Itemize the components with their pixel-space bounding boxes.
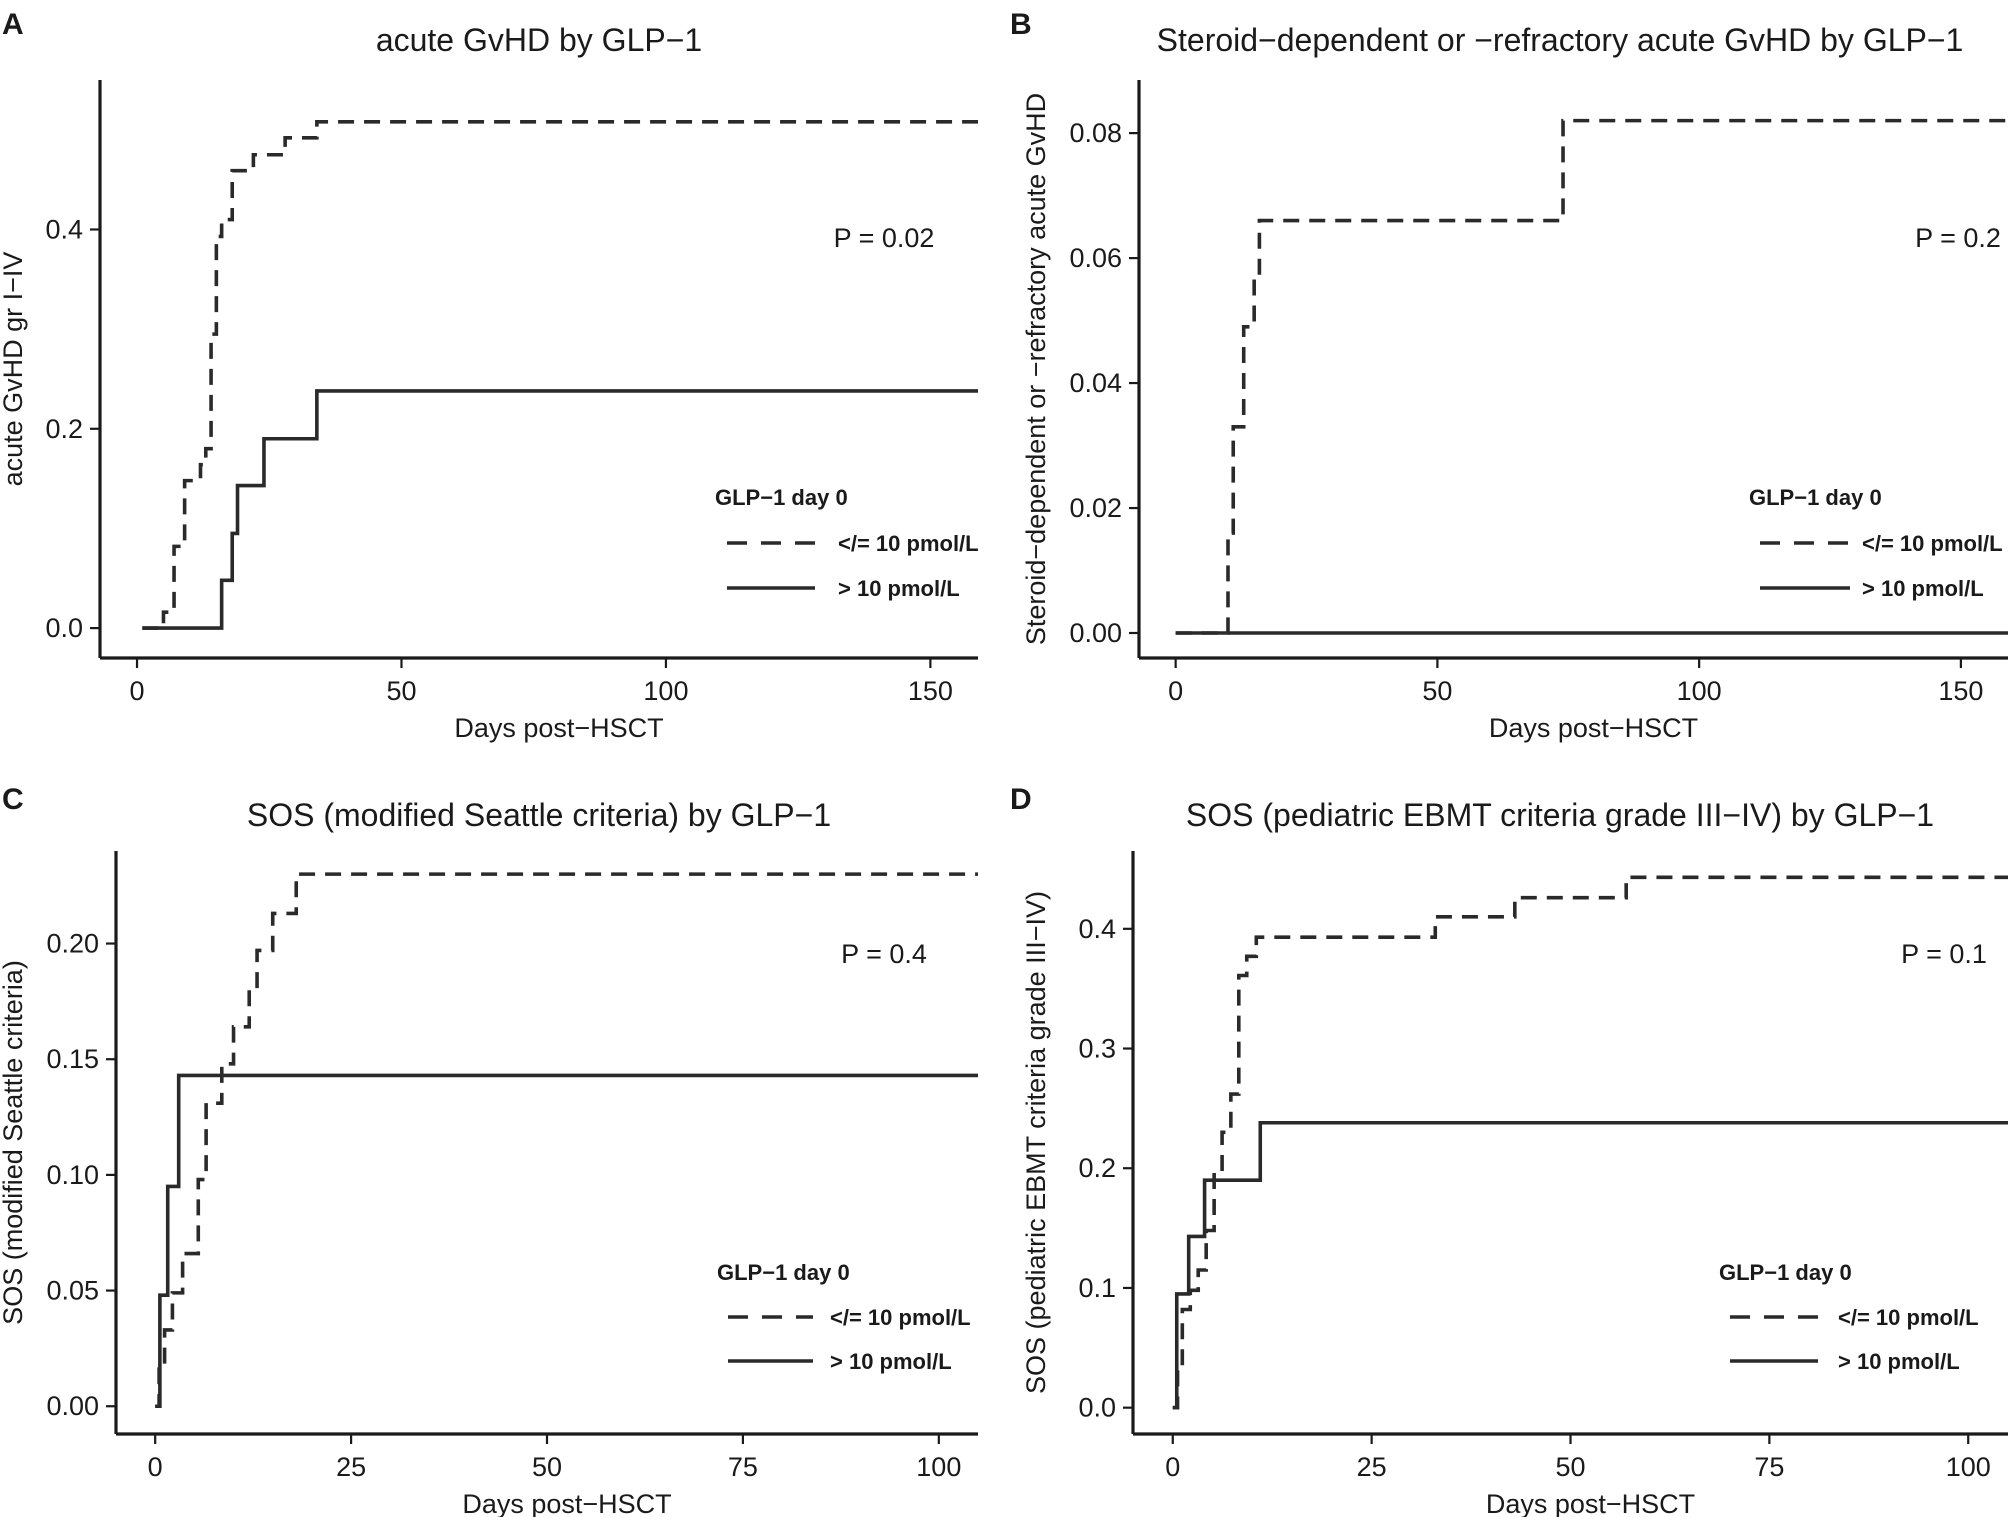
panel-title: SOS (modified Seattle criteria) by GLP−1 [247,797,831,833]
legend-label: </= 10 pmol/L [1862,531,2003,556]
panel-title: acute GvHD by GLP−1 [376,22,702,58]
x-tick-label: 0 [148,1452,163,1482]
y-tick-label: 0.08 [1069,118,1122,148]
y-tick-label: 0.3 [1078,1034,1116,1064]
p-value: P = 0.2 [1915,223,2001,253]
y-tick-label: 0.10 [46,1160,99,1190]
panel-letter: B [1010,8,1032,41]
legend-title: GLP−1 day 0 [717,1260,850,1285]
curve-high-glp1 [155,1073,978,1409]
y-tick-label: 0.02 [1069,493,1122,523]
legend-label: > 10 pmol/L [1862,576,1984,601]
legend-label: > 10 pmol/L [838,576,960,601]
x-tick-label: 0 [1168,676,1183,706]
legend-title: GLP−1 day 0 [1719,1260,1852,1285]
x-axis-title: Days post−HSCT [1486,1489,1695,1517]
panel-title: Steroid−dependent or −refractory acute G… [1157,22,1964,58]
curve-low-glp1 [1175,118,2008,635]
panel-letter: A [2,8,24,41]
y-axis-title: SOS (modified Seattle criteria) [0,960,28,1325]
y-axis-title: Steroid−dependent or −refractory acute G… [1021,93,1051,645]
x-axis-title: Days post−HSCT [454,713,663,743]
y-axis-title: acute GvHD gr I−IV [0,252,28,487]
y-tick-label: 0.05 [46,1276,99,1306]
y-tick-label: 0.06 [1069,243,1122,273]
legend: GLP−1 day 0 </= 10 pmol/L > 10 pmol/L [717,1260,971,1374]
panel-d: D SOS (pediatric EBMT criteria grade III−… [1010,783,2008,1517]
x-tick-label: 25 [1357,1452,1387,1482]
curve-low-glp1 [142,120,978,630]
y-tick-label: 0.00 [1069,618,1122,648]
x-tick-label: 50 [1555,1452,1585,1482]
x-tick-label: 100 [643,676,688,706]
curve-high-glp1 [142,389,978,630]
x-tick-label: 150 [1938,676,1983,706]
x-tick-label: 150 [908,676,953,706]
curve-low-glp1 [155,872,978,1409]
legend-label: </= 10 pmol/L [830,1305,971,1330]
y-axis-title: SOS (pediatric EBMT criteria grade III−I… [1021,891,1051,1394]
curve-high-glp1 [1172,1120,2008,1410]
legend-label: </= 10 pmol/L [1838,1305,1979,1330]
legend-label: > 10 pmol/L [830,1349,952,1374]
x-tick-label: 100 [1946,1452,1991,1482]
legend-label: > 10 pmol/L [1838,1349,1960,1374]
y-tick-label: 0.20 [46,929,99,959]
panel-letter: C [2,783,24,816]
y-tick-label: 0.00 [46,1391,99,1421]
panel-b: B Steroid−dependent or −refractory acute … [1010,8,2008,743]
panel-c: C SOS (modified Seattle criteria) by GLP−… [0,783,978,1517]
legend-title: GLP−1 day 0 [715,485,848,510]
legend: GLP−1 day 0 </= 10 pmol/L > 10 pmol/L [1749,485,2003,601]
curve-low-glp1 [1172,875,2008,1410]
y-tick-label: 0.4 [45,214,83,244]
legend: GLP−1 day 0 </= 10 pmol/L > 10 pmol/L [715,485,979,601]
legend: GLP−1 day 0 </= 10 pmol/L > 10 pmol/L [1719,1260,1979,1374]
x-tick-label: 75 [1754,1452,1784,1482]
legend-label: </= 10 pmol/L [838,531,979,556]
x-tick-label: 75 [728,1452,758,1482]
y-tick-label: 0.1 [1078,1273,1116,1303]
x-tick-label: 50 [532,1452,562,1482]
y-tick-label: 0.15 [46,1044,99,1074]
panel-letter: D [1010,783,1032,816]
p-value: P = 0.1 [1901,939,1987,969]
p-value: P = 0.4 [841,939,927,969]
y-tick-label: 0.2 [45,414,83,444]
p-value: P = 0.02 [834,223,935,253]
y-tick-label: 0.2 [1078,1153,1116,1183]
x-axis-title: Days post−HSCT [1489,713,1698,743]
x-tick-label: 25 [336,1452,366,1482]
x-axis-title: Days post−HSCT [462,1489,671,1517]
x-tick-label: 0 [130,676,145,706]
y-tick-label: 0.0 [45,613,83,643]
x-tick-label: 50 [386,676,416,706]
y-tick-label: 0.04 [1069,368,1122,398]
y-tick-label: 0.4 [1078,914,1116,944]
x-tick-label: 0 [1165,1452,1180,1482]
x-tick-label: 100 [1677,676,1722,706]
y-tick-label: 0.0 [1078,1393,1116,1423]
panel-title: SOS (pediatric EBMT criteria grade III−I… [1186,797,1934,833]
x-tick-label: 100 [916,1452,961,1482]
x-tick-label: 50 [1422,676,1452,706]
legend-title: GLP−1 day 0 [1749,485,1882,510]
